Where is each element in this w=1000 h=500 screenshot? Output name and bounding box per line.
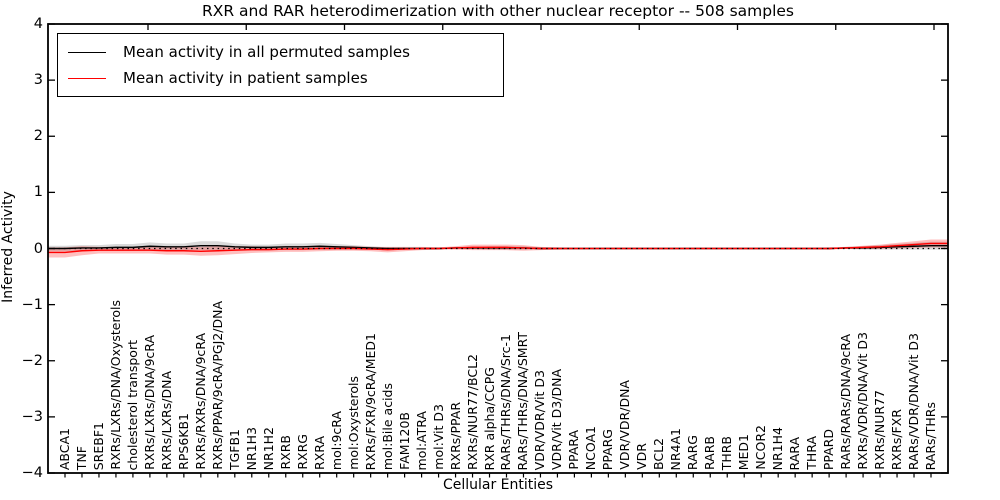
x-tick-label: RXRs/FXR xyxy=(889,408,905,470)
x-tick-label: RXRs/VDR/DNA/Vit D3 xyxy=(855,332,871,470)
y-tick-label: −4 xyxy=(21,465,43,481)
patient-line-sample xyxy=(68,77,106,79)
permuted-line-sample xyxy=(68,51,106,53)
x-tick-label: VDR/Vit D3/DNA xyxy=(549,368,565,470)
x-tick-label: RXRs/LXRs/DNA/9cRA xyxy=(141,335,157,470)
plot-area xyxy=(47,23,949,478)
x-tick-label: TGFB1 xyxy=(226,428,242,470)
x-tick-label: RXRs/LXRs/DNA/Oxysterols xyxy=(107,300,123,470)
x-tick-label: NCOA1 xyxy=(583,425,599,470)
x-tick-label: PPARD xyxy=(821,428,837,470)
x-tick-label: VDR/VDR/DNA xyxy=(617,380,633,470)
y-tick-label: 3 xyxy=(33,72,43,89)
x-tick-label: RARs/THRs/DNA/Src-1 xyxy=(498,333,514,470)
x-tick-label: NR1H3 xyxy=(243,426,259,470)
legend-item-patient: Mean activity in patient samples xyxy=(68,69,503,88)
x-tick-label: RARB xyxy=(702,436,718,470)
x-tick-label: NR4A1 xyxy=(668,427,684,471)
y-tick-label: −2 xyxy=(21,352,43,369)
x-tick-label: RXRA xyxy=(311,436,327,470)
x-tick-label: THRA xyxy=(804,436,820,470)
x-tick-label: THRB xyxy=(719,435,735,470)
x-tick-label: mol:Bile acids xyxy=(379,382,395,470)
x-tick-label: RXRs/PPAR/9cRA/PGJ2/DNA xyxy=(209,301,225,470)
x-tick-label: mol:Oxysterols xyxy=(345,376,361,470)
legend-item-permuted: Mean activity in all permuted samples xyxy=(68,43,503,62)
x-tick-label: RXRs/NUR77/BCL2 xyxy=(464,354,480,470)
x-tick-label: RXRs/RXRs/DNA/9cRA xyxy=(192,333,208,470)
x-tick-label: PPARA xyxy=(566,430,582,470)
y-tick-label: −1 xyxy=(21,296,43,313)
x-tick-label: VDR xyxy=(634,443,650,470)
y-tick-label: 2 xyxy=(33,128,43,145)
x-tick-label: RXRG xyxy=(294,434,310,470)
x-tick-label: RARG xyxy=(685,434,701,470)
x-tick-label: cholesterol transport xyxy=(124,339,140,470)
x-tick-label: RXRs/LXRs/DNA xyxy=(158,370,174,470)
patient-line xyxy=(48,242,948,254)
x-tick-label: RXRs/NUR77 xyxy=(872,390,888,470)
x-tick-label: RARs/VDR/DNA/Vit D3 xyxy=(906,332,922,470)
x-tick-label: NCOR2 xyxy=(753,425,769,470)
y-tick-label: 0 xyxy=(33,240,43,257)
x-tick-label: RPS6KB1 xyxy=(175,413,191,470)
x-axis-label: Cellular Entities xyxy=(442,477,554,493)
x-tick-label: NR1H4 xyxy=(770,426,786,470)
x-tick-label: TNF xyxy=(73,445,89,470)
x-tick-label: SREBF1 xyxy=(90,421,106,470)
x-tick-label: VDR/VDR/Vit D3 xyxy=(532,369,548,470)
x-tick-label: mol:ATRA xyxy=(413,410,429,470)
x-tick-label: RARs/RARs/DNA/9cRA xyxy=(838,334,854,470)
x-tick-label: BCL2 xyxy=(651,437,667,470)
x-tick-label: mol:9cRA xyxy=(328,410,344,470)
legend: Mean activity in all permuted samples Me… xyxy=(57,33,504,97)
x-tick-label: RXRB xyxy=(277,435,293,470)
x-tick-label: mol:Vit D3 xyxy=(430,404,446,470)
legend-label: Mean activity in patient samples xyxy=(123,68,368,87)
x-tick-label: RXRs/FXR/9cRA/MED1 xyxy=(362,332,378,470)
y-tick-label: −3 xyxy=(21,408,43,425)
x-tick-label: RARs/THRs/DNA/SMRT xyxy=(515,331,531,470)
x-tick-label: RARs/THRs xyxy=(923,401,938,470)
x-tick-label: FAM120B xyxy=(396,412,412,470)
x-tick-label: RXRs/PPAR xyxy=(447,401,463,470)
x-tick-label: NR1H2 xyxy=(260,426,276,470)
x-tick-label: PPARG xyxy=(600,428,616,470)
x-tick-label: RXR alpha/CCPG xyxy=(481,366,497,470)
x-tick-label: MED1 xyxy=(736,433,752,470)
y-tick-label: 4 xyxy=(33,16,43,32)
legend-label: Mean activity in all permuted samples xyxy=(123,42,410,61)
chart-title: RXR and RAR heterodimerization with othe… xyxy=(201,2,795,20)
x-tick-label: RARA xyxy=(787,436,803,470)
y-tick-label: 1 xyxy=(33,184,43,201)
x-tick-label: ABCA1 xyxy=(57,427,72,470)
